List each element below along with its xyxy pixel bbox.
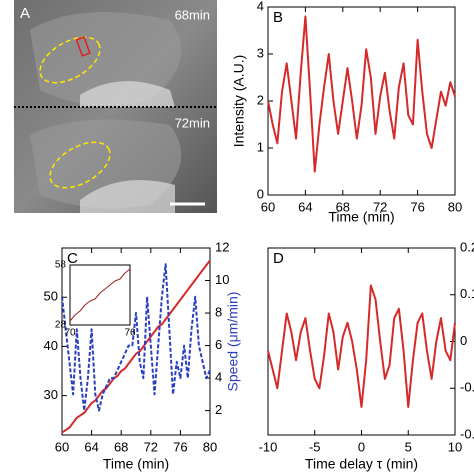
y-tick-label: 40 [44, 338, 58, 353]
time-label: 72min [175, 115, 210, 130]
y-tick-label: 0 [257, 186, 264, 201]
bright-region [80, 180, 175, 213]
y2-tick-label: 0.2 [460, 239, 474, 254]
y2-tick-label: 12 [215, 239, 229, 254]
series-line [69, 268, 131, 322]
y-tick-label: 50 [44, 289, 58, 304]
y-tick-label: 2 [257, 92, 264, 107]
x-tick-label: -5 [309, 439, 321, 454]
x-tick-label: 60 [261, 199, 275, 214]
y2-axis-label: Speed (μm/min) [225, 292, 241, 392]
x-axis-label: Time (min) [328, 209, 394, 225]
y-tick-label: 58 [55, 260, 67, 271]
y2-tick-label: 10 [215, 272, 229, 287]
bright-region [80, 81, 175, 107]
x-tick-label: 72 [144, 439, 158, 454]
roi-ellipse [49, 141, 111, 189]
y2-tick-label: -0.1 [460, 380, 474, 395]
roi-ellipse [39, 36, 101, 84]
time-label: 68min [175, 7, 210, 22]
inset-frame [69, 264, 131, 326]
x-tick-label: 68 [114, 439, 128, 454]
x-tick-label: 80 [448, 199, 462, 214]
x-tick-label: 76 [173, 439, 187, 454]
x-tick-label: 76 [410, 199, 424, 214]
panel-label: D [273, 250, 284, 267]
x-tick-label: 0 [358, 439, 365, 454]
y-tick-label: 3 [257, 45, 264, 60]
x-tick-label: 64 [298, 199, 312, 214]
y2-tick-label: 0.1 [460, 286, 474, 301]
y-tick-label: 28 [55, 320, 67, 331]
x-tick-label: 80 [203, 439, 217, 454]
x-tick-label: 72 [373, 199, 387, 214]
x-tick-label: 5 [405, 439, 412, 454]
panel-label: B [273, 9, 283, 26]
x-tick-label: 68 [336, 199, 350, 214]
series-line [267, 15, 456, 173]
y2-tick-label: 6 [215, 337, 222, 352]
cell [30, 12, 182, 106]
y2-tick-label: 8 [215, 304, 222, 319]
y2-tick-label: -0.2 [460, 426, 474, 441]
series-line [61, 259, 211, 434]
x-tick-label: 70 [64, 328, 76, 339]
x-tick-label: -10 [259, 439, 278, 454]
x-tick-label: 60 [55, 439, 69, 454]
x-tick-label: 10 [448, 439, 462, 454]
x-axis-label: Time delay τ (min) [305, 456, 418, 472]
series-line [61, 263, 211, 412]
panel-label: C [67, 250, 78, 267]
y-axis-label: Intensity (A.U.) [231, 55, 247, 148]
y-tick-label: 30 [44, 387, 58, 402]
y2-tick-label: 4 [215, 370, 222, 385]
y-tick-label: 4 [257, 0, 264, 13]
panel-a: A 68min 72min [14, 0, 217, 213]
y2-tick-label: 2 [215, 402, 222, 417]
x-axis-label: Time (min) [103, 456, 169, 472]
x-tick-label: 76 [124, 328, 136, 339]
y-tick-label: 1 [257, 139, 264, 154]
series-line [267, 284, 456, 408]
x-tick-label: 64 [84, 439, 98, 454]
roi-rect [75, 36, 91, 57]
panel-label: A [20, 5, 30, 22]
y2-tick-label: 0 [460, 333, 467, 348]
